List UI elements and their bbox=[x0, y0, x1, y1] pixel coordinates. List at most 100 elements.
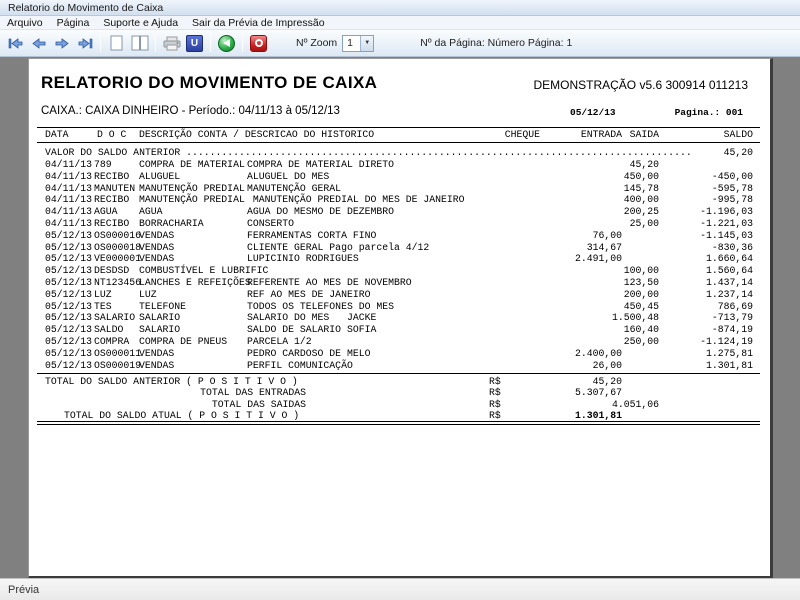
opening-balance-row: VALOR DO SALDO ANTERIOR ................… bbox=[29, 147, 770, 158]
zoom-select[interactable]: 1 ▼ bbox=[342, 34, 375, 52]
print-button[interactable] bbox=[161, 33, 182, 54]
cell-historico: ALUGUEL DO MES bbox=[247, 170, 330, 182]
cell-conta: LANCHES E REFEIÇÕES bbox=[139, 277, 251, 288]
cell-saldo: -595,78 bbox=[711, 182, 753, 194]
u-logo-icon: U bbox=[186, 34, 203, 52]
total-row: TOTAL DO SALDO ATUAL ( P O S I T I V O )… bbox=[29, 410, 770, 421]
single-page-view-button[interactable] bbox=[106, 33, 127, 54]
column-header-saldo: SALDO bbox=[723, 129, 753, 140]
cell-conta: VENDAS bbox=[139, 253, 175, 265]
cell-saldo: -995,78 bbox=[711, 194, 753, 206]
cell-historico: PEDRO CARDOSO DE MELO bbox=[247, 347, 371, 359]
first-page-button[interactable] bbox=[5, 33, 26, 54]
next-page-button[interactable] bbox=[51, 33, 72, 54]
menu-arquivo[interactable]: Arquivo bbox=[7, 16, 43, 29]
cell-historico: LUPICINIO RODRIGUES bbox=[247, 253, 359, 265]
cell-conta: MANUTENÇÃO PREDIAL bbox=[139, 194, 245, 206]
cell-historico: FERRAMENTAS CORTA FINO bbox=[247, 229, 377, 241]
page-number-label: Nº da Página: Número Página: 1 bbox=[420, 37, 573, 49]
last-page-icon bbox=[78, 37, 92, 49]
report-subtitle: CAIXA.: CAIXA DINHEIRO - Período.: 04/11… bbox=[41, 105, 340, 117]
window-title: Relatorio do Movimento de Caixa bbox=[8, 1, 164, 14]
u-logo-button[interactable]: U bbox=[184, 33, 205, 54]
cell-conta: BORRACHARIA bbox=[139, 218, 204, 229]
cell-saida: 250,00 bbox=[623, 336, 659, 347]
cell-conta: VENDAS bbox=[139, 241, 175, 253]
cell-doc: OS000019 bbox=[94, 359, 142, 371]
cell-date: 04/11/13 bbox=[45, 194, 93, 206]
cell-date: 05/12/13 bbox=[45, 229, 93, 241]
chevron-down-icon[interactable]: ▼ bbox=[360, 35, 374, 51]
menu-sair-da-previa[interactable]: Sair da Prévia de Impressão bbox=[192, 16, 325, 29]
green-orb-button[interactable] bbox=[216, 33, 237, 54]
cell-saida: 1.500,48 bbox=[611, 312, 659, 324]
table-row: 04/11/13 789 COMPRA DE MATERIAL COMPRA DE M… bbox=[29, 159, 770, 170]
cell-saldo: -830,36 bbox=[711, 241, 753, 253]
column-header-entrada: ENTRADA bbox=[580, 129, 622, 140]
cell-doc: DESDSD bbox=[94, 265, 130, 277]
cell-conta: VENDAS bbox=[139, 347, 175, 359]
table-row: 05/12/13 LUZ LUZ REF AO MES DE JANEIRO 200,0… bbox=[29, 289, 770, 300]
total-label: TOTAL DAS SAIDAS bbox=[211, 399, 306, 410]
cell-entrada: 314,67 bbox=[586, 241, 622, 253]
cell-entrada: 2.491,00 bbox=[574, 253, 622, 265]
menu-pagina[interactable]: Página bbox=[56, 16, 90, 29]
cell-saldo: -1.124,19 bbox=[700, 336, 753, 347]
cell-doc: NT123456 bbox=[94, 277, 142, 288]
cell-conta: COMPRA DE PNEUS bbox=[139, 336, 228, 347]
cell-historico: REF AO MES DE JANEIRO bbox=[247, 288, 371, 300]
table-row: 04/11/13 AGUA AGUA AGUA DO MESMO DE DEZEMBR… bbox=[29, 206, 770, 217]
table-row: 04/11/13 MANUTEN MANUTENÇÃO PREDIAL MANUTEN… bbox=[29, 183, 770, 194]
cell-date: 05/12/13 bbox=[45, 312, 93, 324]
table-row: 05/12/13 OS000018 VENDAS CLIENTE GERAL Pago… bbox=[29, 242, 770, 253]
two-pages-icon bbox=[131, 35, 148, 51]
cell-saldo: 1.437,14 bbox=[705, 277, 753, 288]
cell-saldo: -874,19 bbox=[711, 324, 753, 336]
currency-symbol: R$ bbox=[489, 399, 501, 410]
divider-line bbox=[37, 373, 760, 374]
menu-suporte-e-ajuda[interactable]: Suporte e Ajuda bbox=[103, 16, 179, 29]
last-page-button[interactable] bbox=[74, 33, 95, 54]
table-header-row: DATA D O C DESCRIÇÃO CONTA / DESCRICAO D… bbox=[29, 129, 770, 140]
close-preview-button[interactable] bbox=[248, 33, 269, 54]
menu-bar: Arquivo Página Suporte e Ajuda Sair da P… bbox=[0, 16, 800, 30]
cell-date: 05/12/13 bbox=[45, 347, 93, 359]
cell-saldo: 1.275,81 bbox=[705, 347, 753, 359]
currency-symbol: R$ bbox=[489, 376, 501, 387]
cell-date: 05/12/13 bbox=[45, 324, 93, 336]
cell-saida: 200,25 bbox=[623, 206, 659, 218]
cell-saida: 450,45 bbox=[623, 300, 659, 312]
toolbar-divider bbox=[242, 34, 243, 52]
cell-saida: 25,00 bbox=[629, 218, 659, 229]
cell-doc: COMPRA bbox=[94, 336, 130, 347]
cell-historico: COMPRA DE MATERIAL DIRETO bbox=[247, 159, 394, 170]
cell-entrada: 2.400,00 bbox=[574, 347, 622, 359]
cell-doc: AGUA bbox=[94, 206, 118, 218]
print-preview-area: RELATORIO DO MOVIMENTO DE CAIXA DEMONSTR… bbox=[0, 57, 800, 578]
previous-page-button[interactable] bbox=[28, 33, 49, 54]
cell-doc: OS000011 bbox=[94, 347, 142, 359]
column-header-cheque: CHEQUE bbox=[504, 129, 540, 140]
cell-date: 05/12/13 bbox=[45, 277, 93, 288]
cell-saida: 100,00 bbox=[623, 265, 659, 277]
table-row: 04/11/13 RECIBO BORRACHARIA CONSERTO 25,00 -1… bbox=[29, 218, 770, 229]
cell-saldo: 786,69 bbox=[717, 300, 753, 312]
cell-doc: LUZ bbox=[94, 288, 112, 300]
cell-historico: CONSERTO bbox=[247, 218, 295, 229]
cell-date: 05/12/13 bbox=[45, 336, 93, 347]
two-page-view-button[interactable] bbox=[129, 33, 150, 54]
currency-symbol: R$ bbox=[489, 410, 501, 421]
cell-conta: SALARIO bbox=[139, 312, 181, 324]
table-row: 05/12/13 SALDO SALARIO SALDO DE SALARIO SOF… bbox=[29, 324, 770, 335]
cell-date: 05/12/13 bbox=[45, 265, 93, 277]
cell-saldo: -713,79 bbox=[711, 312, 753, 324]
report-page: RELATORIO DO MOVIMENTO DE CAIXA DEMONSTR… bbox=[28, 58, 773, 578]
table-row: 05/12/13 COMPRA COMPRA DE PNEUS PARCELA 1/2… bbox=[29, 336, 770, 347]
total-label: TOTAL DO SALDO ATUAL ( P O S I T I V O ) bbox=[64, 410, 300, 421]
printer-icon bbox=[163, 36, 180, 50]
cell-doc: OS000018 bbox=[94, 241, 142, 253]
cell-conta: VENDAS bbox=[139, 229, 175, 241]
total-value: 4.051,06 bbox=[611, 399, 659, 410]
cell-doc: TES bbox=[94, 300, 112, 312]
table-row: 05/12/13 OS000019 VENDAS PERFIL COMUNICAÇÃO… bbox=[29, 360, 770, 371]
